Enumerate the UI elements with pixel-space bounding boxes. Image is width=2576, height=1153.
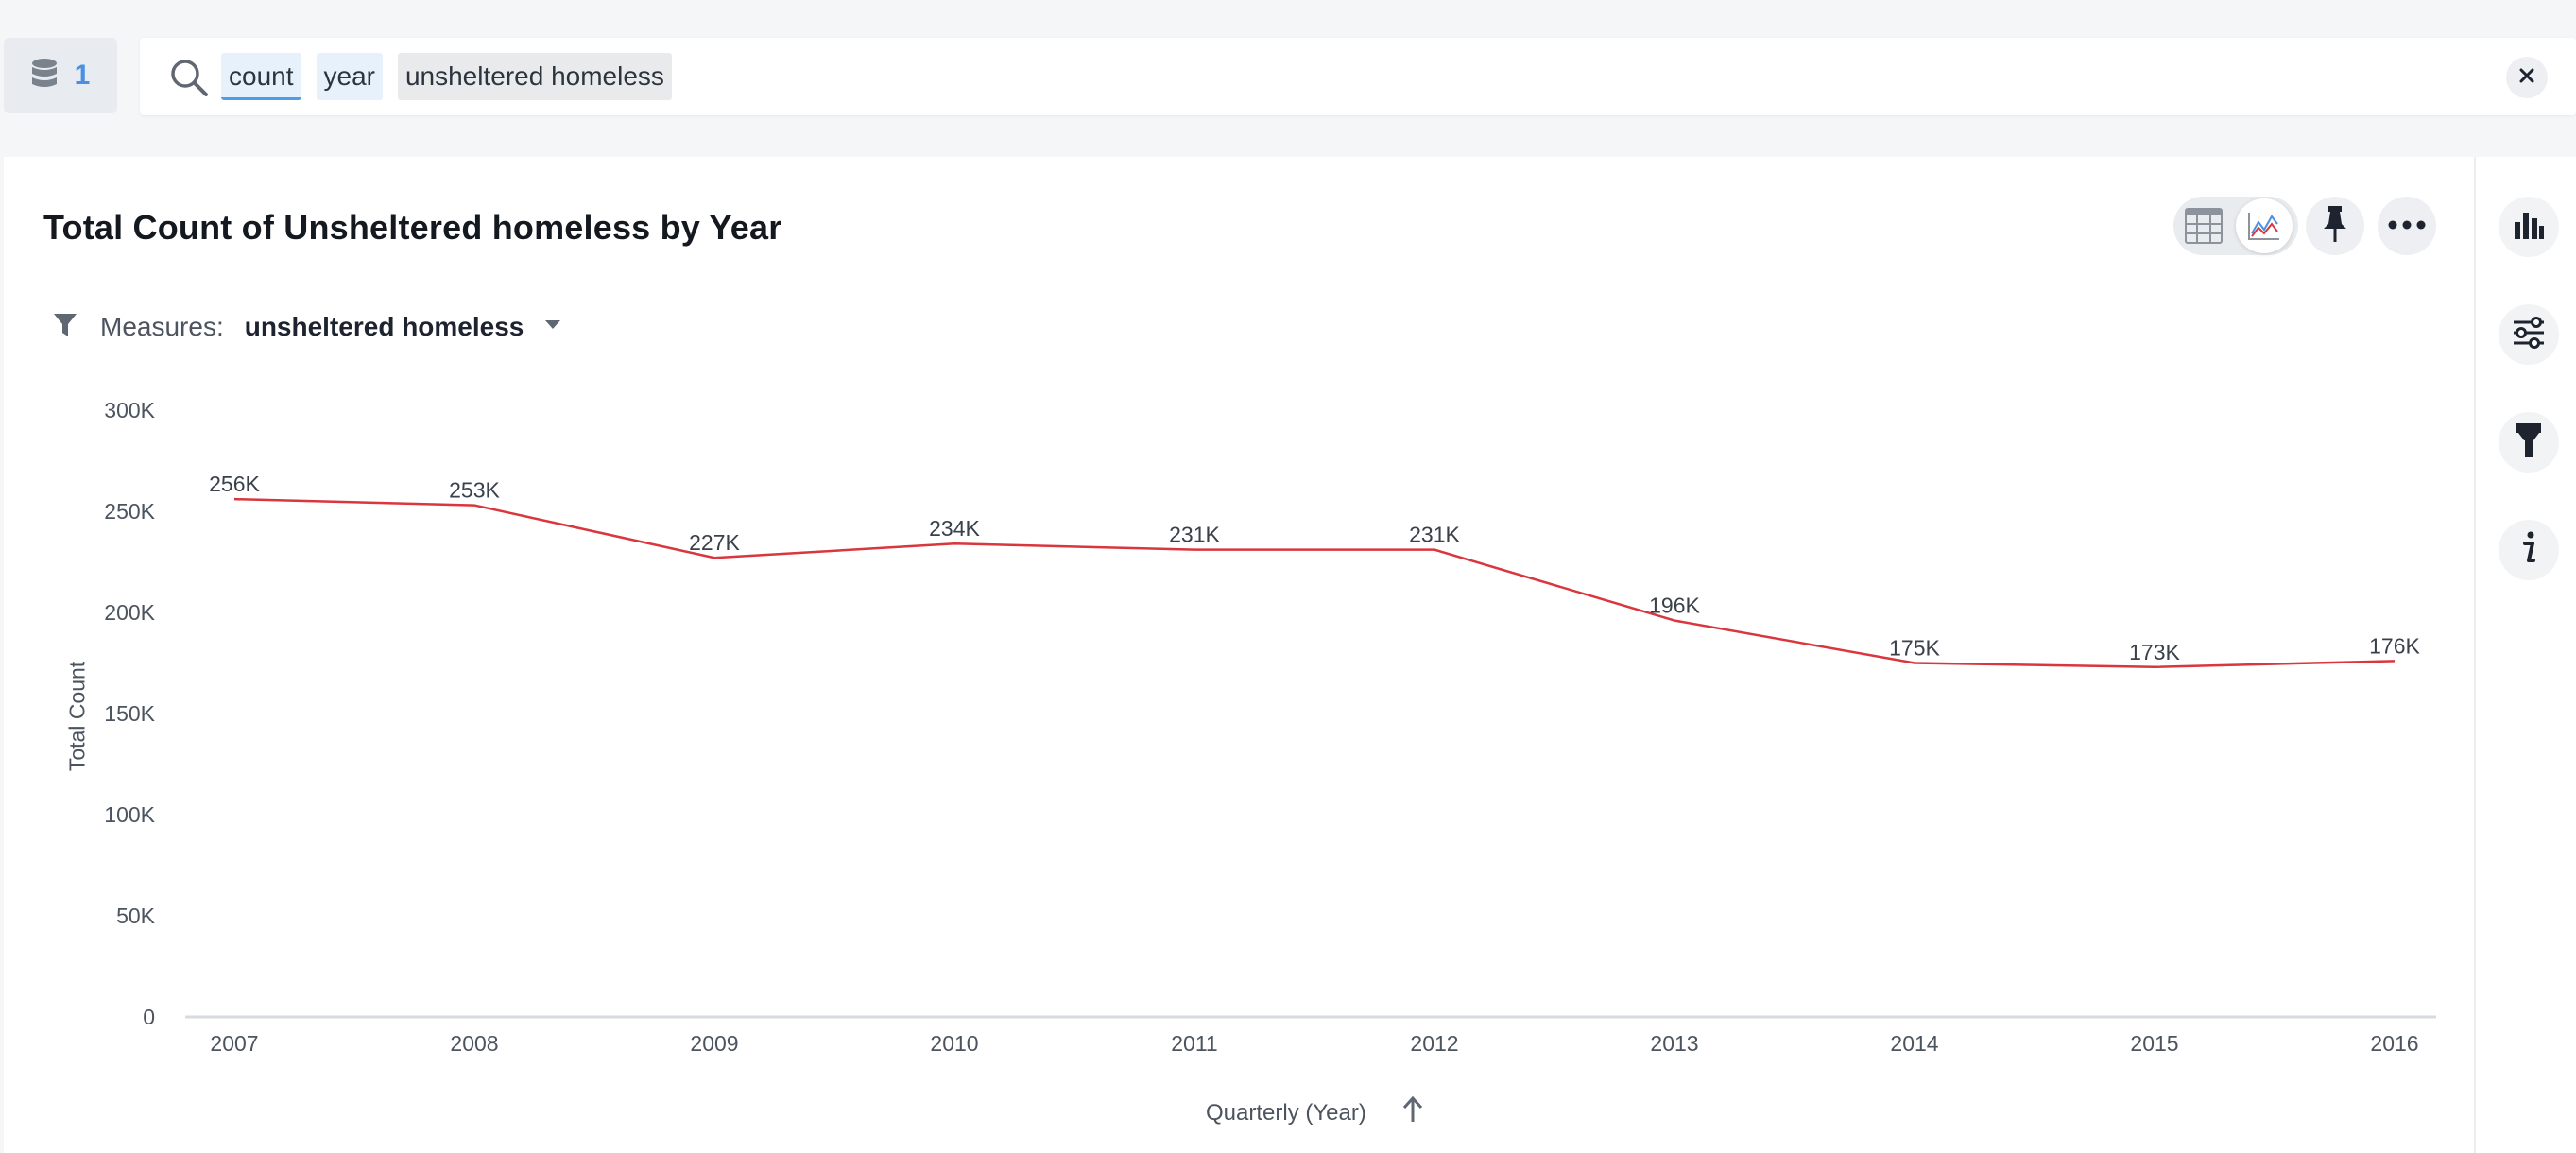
chart-settings-button[interactable] <box>2499 304 2559 365</box>
x-tick-label: 2013 <box>1650 1031 1698 1056</box>
table-icon[interactable] <box>2185 208 2223 249</box>
y-tick-label: 100K <box>104 802 155 827</box>
answer-card: Total Count of Unsheltered homeless by Y… <box>4 157 2474 1153</box>
search-token[interactable]: unsheltered homeless <box>397 53 672 100</box>
pin-button[interactable] <box>2306 197 2364 255</box>
data-label: 196K <box>1649 594 1700 618</box>
measures-filter[interactable]: Measures: unsheltered homeless <box>53 308 561 346</box>
data-label: 231K <box>1169 523 1220 547</box>
more-icon <box>2388 217 2426 234</box>
x-tick-label: 2007 <box>210 1031 258 1056</box>
y-tick-label: 200K <box>104 600 155 625</box>
source-count: 1 <box>74 60 91 91</box>
data-label: 256K <box>209 472 260 496</box>
clear-search-button[interactable] <box>2506 57 2548 98</box>
y-tick-label: 150K <box>104 701 155 726</box>
x-axis-label: Quarterly (Year) <box>1206 1099 1366 1126</box>
data-label: 227K <box>689 530 740 555</box>
data-source-button[interactable]: 1 <box>4 38 117 113</box>
measures-label: Measures: <box>100 312 224 341</box>
x-tick-label: 2014 <box>1890 1031 1938 1056</box>
data-label: 175K <box>1889 636 1940 661</box>
line-chart-icon[interactable] <box>2236 198 2293 253</box>
search-bar[interactable]: count year unsheltered homeless <box>140 38 2576 115</box>
database-icon <box>31 58 58 94</box>
x-axis-title: Quarterly (Year) <box>1206 1095 1423 1129</box>
pin-icon <box>2323 205 2347 248</box>
settings-sliders-icon <box>2512 316 2546 353</box>
search-icon <box>168 57 210 103</box>
format-button[interactable] <box>2499 412 2559 473</box>
filter-icon <box>53 312 77 343</box>
search-token[interactable]: year <box>316 53 383 100</box>
y-tick-label: 50K <box>116 903 156 928</box>
data-label: 253K <box>449 478 500 503</box>
x-tick-label: 2016 <box>2370 1031 2418 1056</box>
measures-value[interactable]: unsheltered homeless <box>244 312 524 341</box>
x-tick-label: 2012 <box>1410 1031 1458 1056</box>
x-tick-label: 2009 <box>690 1031 738 1056</box>
line-chart: 0 50K 100K 150K 200K 250K 300K 2007 2008 2009 2010… <box>104 398 2436 1056</box>
close-icon <box>2518 67 2535 89</box>
data-label: 176K <box>2369 633 2420 658</box>
x-tick-label: 2010 <box>930 1031 978 1056</box>
chevron-down-icon[interactable] <box>544 318 561 336</box>
format-brush-icon <box>2515 422 2543 464</box>
series-line <box>233 497 2396 669</box>
y-tick-label: 0 <box>143 1005 155 1029</box>
y-tick-label: 300K <box>104 398 155 422</box>
view-toggle <box>2173 197 2298 255</box>
data-label: 234K <box>929 516 980 541</box>
chart-title: Total Count of Unsheltered homeless by Y… <box>43 208 782 247</box>
right-rail <box>2474 157 2576 1153</box>
data-label: 231K <box>1409 523 1460 547</box>
x-tick-label: 2011 <box>1171 1031 1217 1056</box>
chart-type-button[interactable] <box>2499 197 2559 257</box>
x-tick-label: 2008 <box>450 1031 498 1056</box>
y-tick-label: 250K <box>104 499 155 524</box>
sort-ascending-icon[interactable] <box>1402 1095 1423 1129</box>
search-tokens: count year unsheltered homeless <box>221 53 672 100</box>
info-icon <box>2519 531 2538 570</box>
bar-chart-icon <box>2513 209 2545 246</box>
info-button[interactable] <box>2499 520 2559 580</box>
data-label: 173K <box>2129 640 2180 664</box>
search-token[interactable]: count <box>221 53 301 100</box>
more-options-button[interactable] <box>2378 197 2436 255</box>
x-tick-label: 2015 <box>2130 1031 2178 1056</box>
